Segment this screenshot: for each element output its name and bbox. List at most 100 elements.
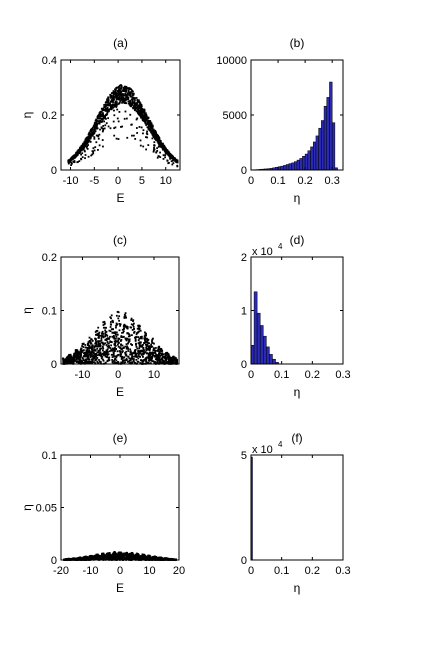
scatter-point: [133, 326, 135, 328]
scatter-point: [98, 558, 100, 560]
scatter-point: [129, 354, 131, 356]
scatter-point: [144, 331, 146, 333]
scatter-point: [113, 93, 115, 95]
scatter-point: [144, 115, 146, 117]
scatter-point: [158, 137, 160, 139]
scatter-point: [145, 136, 147, 138]
scatter-point: [116, 554, 118, 556]
scatter-point: [76, 350, 78, 352]
scatter-point: [96, 135, 98, 137]
scatter-point: [105, 105, 107, 107]
scatter-point: [86, 140, 88, 142]
scatter-point: [152, 135, 154, 137]
scatter-point: [140, 350, 142, 352]
x-tick-label: 0.3: [325, 175, 340, 187]
scatter-point: [96, 126, 98, 128]
scatter-point: [154, 356, 156, 358]
scatter-point: [129, 104, 131, 106]
scatter-point: [176, 165, 178, 167]
scatter-point: [124, 93, 126, 95]
histogram-bar: [316, 136, 319, 170]
histogram-bar: [313, 142, 316, 170]
scatter-point: [97, 127, 99, 129]
scatter-point: [148, 123, 150, 125]
scatter-point: [87, 144, 89, 146]
scatter-point: [134, 103, 136, 105]
y-tick-label: 0.05: [36, 503, 57, 515]
histogram-bar: [283, 165, 286, 170]
scatter-point: [163, 154, 165, 156]
scatter-point: [101, 121, 103, 123]
scatter-point: [118, 89, 120, 91]
scatter-point: [138, 347, 140, 349]
scatter-point: [137, 336, 139, 338]
scatter-point: [99, 344, 101, 346]
scatter-point: [104, 116, 106, 118]
scatter-point: [113, 348, 115, 350]
scatter-point: [131, 100, 133, 102]
y-tick-label: 0: [241, 555, 247, 567]
scatter-point: [140, 359, 142, 361]
scatter-point: [118, 120, 120, 122]
scatter-point: [94, 346, 96, 348]
scatter-point: [116, 324, 118, 326]
scatter-point: [92, 127, 94, 129]
scatter-point: [115, 348, 117, 350]
scatter-point: [83, 146, 85, 148]
scatter-point: [108, 109, 110, 111]
scatter-point: [150, 344, 152, 346]
scatter-point: [113, 351, 115, 353]
scatter-point: [101, 333, 103, 335]
histogram-bar: [266, 347, 269, 364]
scatter-point: [96, 330, 98, 332]
scatter-point: [136, 132, 138, 134]
scatter-point: [117, 317, 119, 319]
scatter-point: [106, 113, 108, 115]
scatter-point: [94, 122, 96, 124]
scatter-point: [70, 159, 72, 161]
scatter-point: [110, 326, 112, 328]
scatter-point: [86, 147, 88, 149]
scatter-point: [94, 338, 96, 340]
scatter-point: [115, 338, 117, 340]
scatter-point: [150, 358, 152, 360]
scatter-point: [118, 338, 120, 340]
scatter-point: [114, 88, 116, 90]
scatter-point: [147, 357, 149, 359]
scatter-point: [144, 335, 146, 337]
scatter-point: [148, 128, 150, 130]
scatter-point: [131, 135, 133, 137]
histogram-bar: [308, 151, 311, 170]
x-tick-label: 0.3: [335, 369, 350, 381]
x-tick-label: -10: [83, 565, 99, 577]
scatter-point: [103, 121, 105, 123]
scatter-point: [72, 161, 74, 163]
scatter-point: [96, 348, 98, 350]
scatter-point: [122, 93, 124, 95]
x-tick-label: -5: [89, 175, 99, 187]
scatter-point: [153, 151, 155, 153]
scatter-point: [118, 558, 120, 560]
scatter-point: [115, 332, 117, 334]
scatter-point: [169, 360, 171, 362]
scatter-point: [159, 139, 161, 141]
scatter-point: [110, 95, 112, 97]
scatter-point: [106, 338, 108, 340]
bars: [251, 292, 279, 364]
scatter-point: [133, 332, 135, 334]
scatter-point: [144, 119, 146, 121]
scatter-point: [122, 347, 124, 349]
scatter-point: [84, 344, 86, 346]
scatter-point: [127, 350, 129, 352]
y-tick-label: 0.2: [42, 110, 57, 122]
scatter-point: [94, 556, 96, 558]
scatter-point: [133, 358, 135, 360]
scatter-point: [168, 353, 170, 355]
scatter-point: [137, 331, 139, 333]
scatter-point: [165, 352, 167, 354]
scatter-point: [82, 346, 84, 348]
scatter-point: [116, 336, 118, 338]
scatter-point: [167, 160, 169, 162]
